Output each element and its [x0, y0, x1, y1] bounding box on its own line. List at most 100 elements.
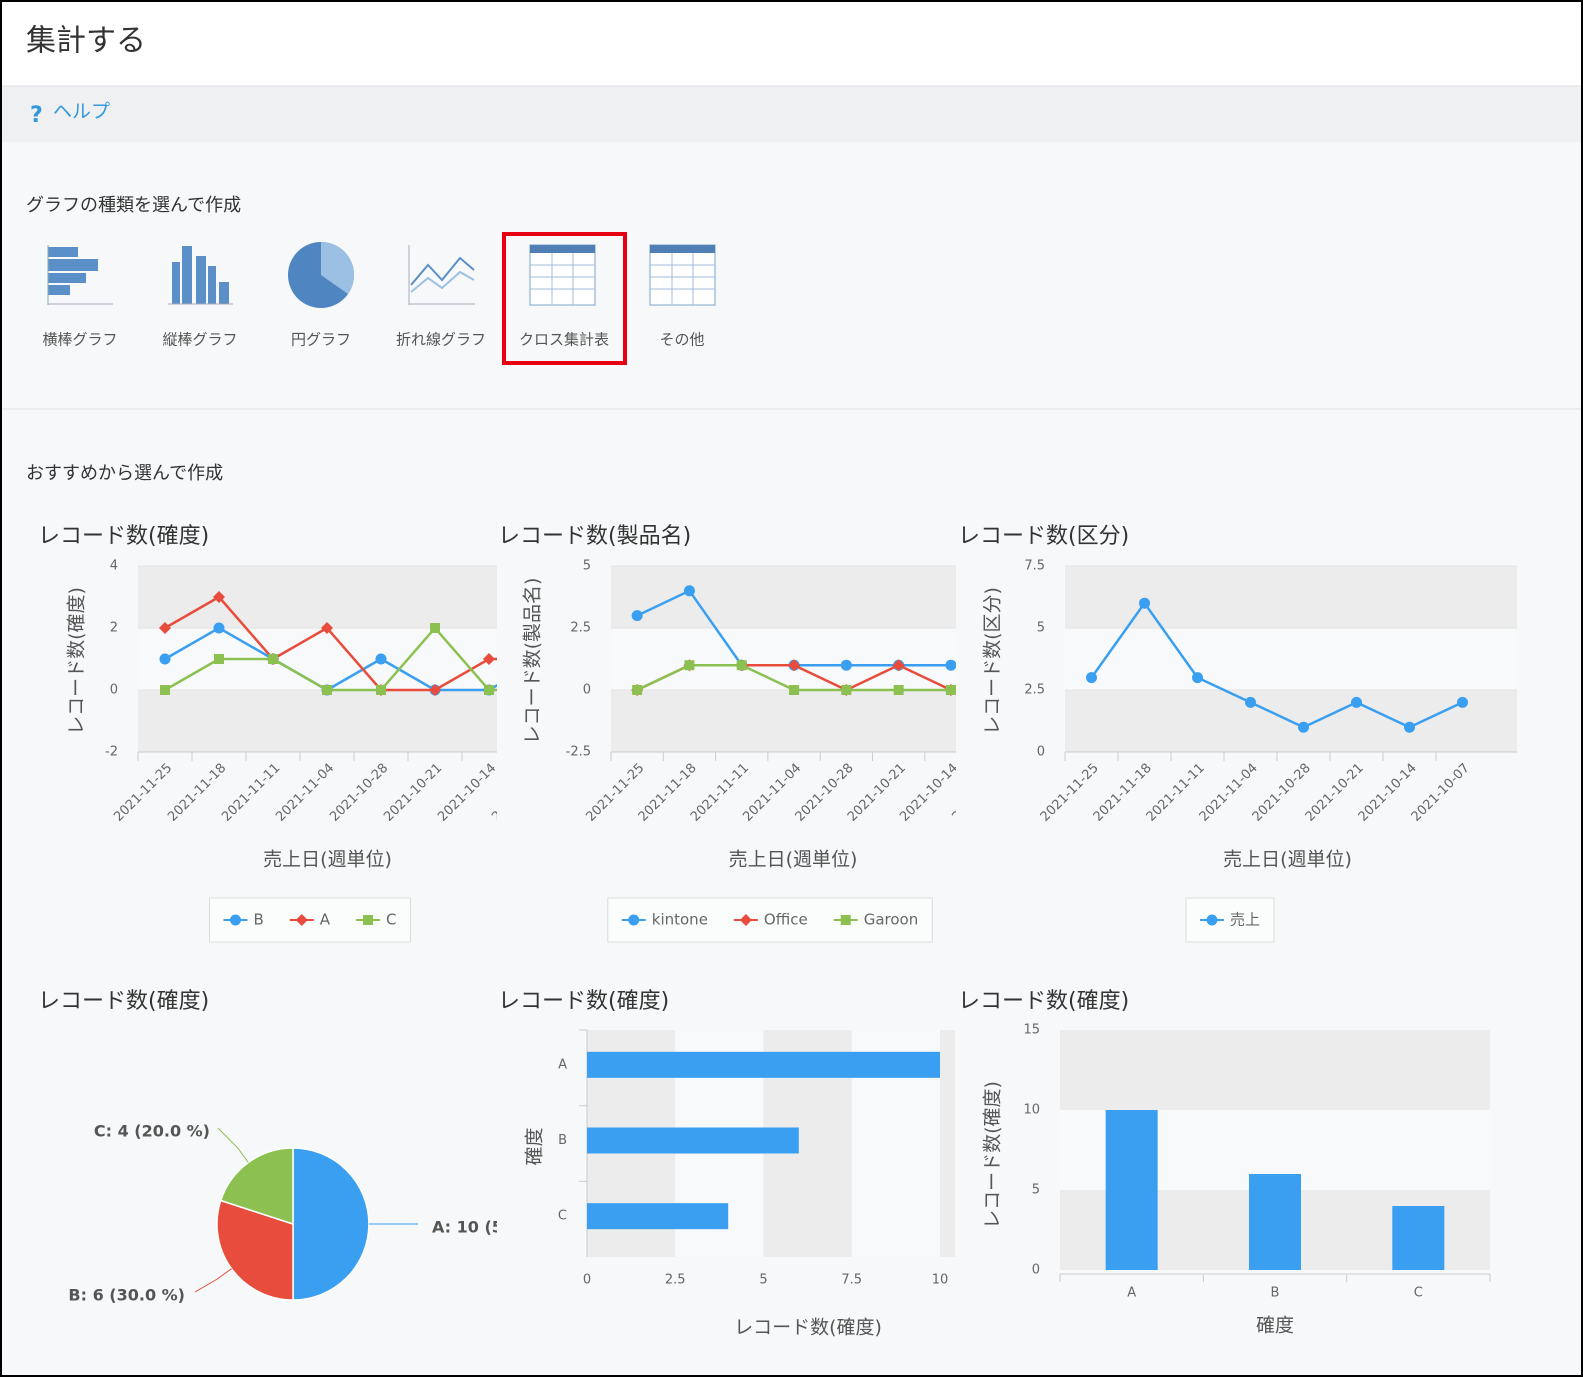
series-line: [164, 626, 497, 692]
legend: 売上: [1185, 897, 1275, 943]
plot-band: [1065, 690, 1517, 752]
marker: [788, 659, 801, 672]
marker: [632, 685, 643, 695]
plot-band: [138, 566, 497, 628]
x-tick-label: 10: [932, 1273, 949, 1288]
marker: [321, 622, 333, 634]
y-tick-label: 10: [1023, 1103, 1040, 1118]
marker: [322, 685, 332, 695]
y-axis-title: レコード数(確度): [66, 587, 88, 735]
chart-type-labels: 横棒グラフ 縦棒グラフ 円グラフ 折れ線グラフ クロス集計表 その他: [42, 331, 704, 349]
y-tick-label: A: [558, 1057, 567, 1072]
y-tick-label: 7.5: [1024, 559, 1045, 574]
marker: [789, 685, 800, 695]
x-tick-label: A: [1127, 1286, 1136, 1301]
chart-title: レコード数(確度): [38, 989, 209, 1014]
marker: [683, 585, 695, 597]
bar: [1392, 1206, 1445, 1270]
chart-type-label[interactable]: クロス集計表: [519, 331, 609, 349]
plot-band: [611, 690, 956, 752]
chart: 0 2.5 5 7.5 10 A B C レコード数(確度) 確度: [524, 1029, 955, 1339]
y-tick-label: 2: [110, 621, 118, 636]
marker: [213, 591, 225, 603]
legend-item: Office: [733, 911, 808, 929]
plot-band: [1065, 628, 1517, 690]
x-axis-title: 売上日(週単位): [1223, 849, 1352, 871]
bar: [587, 1127, 799, 1154]
legend-label: Office: [764, 911, 808, 929]
marker: [945, 659, 956, 671]
y-tick-label: 5: [1037, 621, 1045, 636]
bar: [587, 1203, 729, 1230]
section-title: おすすめから選んで作成: [26, 463, 223, 484]
icon-line[interactable]: [408, 245, 475, 305]
y-tick-label: -2: [105, 745, 118, 760]
help-link[interactable]: ヘルプ: [53, 101, 110, 123]
marker: [363, 915, 374, 925]
legend-label: A: [320, 911, 331, 929]
x-axis-title: レコード数(確度): [734, 1317, 882, 1339]
legend-label: Garoon: [864, 911, 919, 929]
icon-vbar[interactable]: [168, 246, 233, 305]
marker: [295, 914, 308, 926]
legend-label: kintone: [652, 911, 708, 929]
x-axis-title: 確度: [1256, 1315, 1294, 1337]
x-tick-label: 0: [583, 1273, 591, 1288]
marker: [684, 660, 695, 671]
y-tick-label: 4: [110, 559, 118, 574]
marker: [945, 685, 956, 695]
chart-title: レコード数(確度): [38, 524, 209, 549]
icon-hbar[interactable]: [47, 245, 113, 305]
marker: [1298, 721, 1309, 733]
plot-band: [1065, 566, 1517, 628]
y-tick-label: 5: [583, 559, 591, 574]
marker: [483, 653, 495, 665]
legend-item: B: [223, 911, 264, 929]
marker: [430, 623, 440, 633]
bar: [587, 1051, 940, 1078]
chart-title: レコード数(確度): [498, 989, 669, 1014]
marker: [841, 685, 852, 695]
chart-type-label[interactable]: その他: [659, 331, 704, 349]
marker: [1245, 696, 1256, 708]
legend-box: [607, 897, 933, 943]
plot-band: [138, 690, 497, 752]
y-axis-title: レコード数(確度): [982, 1081, 1004, 1229]
chart-type-label[interactable]: 円グラフ: [291, 331, 351, 349]
y-tick-label: C: [558, 1209, 567, 1224]
marker: [1139, 597, 1150, 609]
chart-type-label[interactable]: 横棒グラフ: [42, 331, 117, 349]
marker: [160, 685, 170, 695]
icon-other[interactable]: [649, 244, 716, 306]
y-tick-label: 0: [1032, 1263, 1040, 1278]
x-tick-label: 2.5: [665, 1273, 686, 1288]
chart-type-label[interactable]: 折れ線グラフ: [396, 331, 486, 349]
y-axis-title: レコード数(区分): [982, 587, 1004, 735]
plot-band: [940, 1030, 955, 1257]
marker: [840, 659, 852, 671]
marker: [631, 610, 643, 622]
icon-cross-table[interactable]: [529, 244, 596, 306]
series-line: [164, 626, 497, 692]
x-tick-label: 5: [759, 1273, 767, 1288]
marker: [736, 660, 747, 671]
marker: [739, 914, 752, 926]
x-tick-label: 7.5: [841, 1273, 862, 1288]
y-tick-label: -2.5: [566, 745, 591, 760]
icon-pie[interactable]: [288, 242, 355, 308]
marker: [892, 659, 905, 672]
y-axis-title: レコード数(製品名): [522, 578, 544, 745]
data-label: C: 4 (20.0 %): [94, 1122, 210, 1141]
section-title: グラフの種類を選んで作成: [26, 195, 241, 216]
chart-type-label[interactable]: 縦棒グラフ: [162, 331, 237, 349]
marker: [376, 685, 386, 695]
plot-band: [1060, 1030, 1490, 1110]
help-bar: [0, 86, 1583, 142]
legend-item: Garoon: [833, 911, 919, 929]
help-icon[interactable]: ?: [30, 103, 43, 128]
marker: [484, 685, 494, 695]
x-axis-title: 売上日(週単位): [263, 849, 392, 871]
y-tick-label: 5: [1032, 1183, 1040, 1198]
